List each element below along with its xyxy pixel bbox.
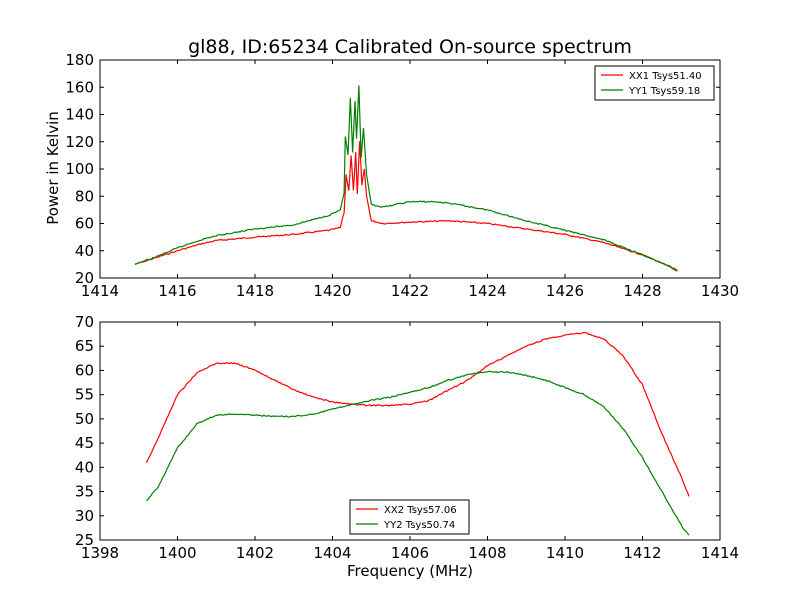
top-y-tick-label: 40 — [75, 242, 94, 260]
top-x-tick-label: 1426 — [546, 282, 584, 300]
top-panel: Power in Kelvin 1414 1416 1418 1420 1422 1424… — [44, 51, 739, 300]
bottom-legend-label: XX2 Tsys57.06 — [384, 505, 457, 516]
top-legend — [594, 65, 715, 101]
bottom-y-tick-label: 65 — [75, 337, 94, 355]
bottom-x-tick-label: 1408 — [468, 544, 506, 562]
bottom-x-tick-label: 1400 — [158, 544, 196, 562]
bottom-legend-label: YY2 Tsys50.74 — [383, 520, 455, 531]
top-y-tick-label: 120 — [65, 133, 94, 151]
top-x-tick-label: 1428 — [623, 282, 661, 300]
bottom-x-tick-label: 1402 — [236, 544, 274, 562]
top-y-tick-label: 180 — [65, 51, 94, 69]
bottom-x-tick-label: 1404 — [313, 544, 351, 562]
top-x-tick-label: 1424 — [468, 282, 506, 300]
bottom-y-tick-label: 35 — [75, 483, 94, 501]
top-x-tick-label: 1422 — [391, 282, 429, 300]
top-x-tick-label: 1414 — [81, 282, 119, 300]
bottom-legend — [349, 499, 470, 535]
top-legend-label: XX1 Tsys51.40 — [629, 71, 702, 82]
top-x-tick-label: 1420 — [313, 282, 351, 300]
bottom-y-tick-label: 25 — [75, 531, 94, 549]
bottom-x-tick-label: 1414 — [701, 544, 739, 562]
bottom-series-line-1 — [145, 332, 690, 497]
bottom-y-tick-label: 45 — [75, 434, 94, 452]
bottom-x-tick-label: 1398 — [81, 544, 119, 562]
bottom-x-tick-label: 1412 — [623, 544, 661, 562]
top-y-tick-label: 20 — [75, 269, 94, 287]
bottom-panel-xlabel: Frequency (MHz) — [347, 562, 473, 580]
top-x-tick-label: 1418 — [236, 282, 274, 300]
bottom-x-tick-label: 1410 — [546, 544, 584, 562]
top-y-tick-label: 100 — [65, 160, 94, 178]
bottom-panel: Frequency (MHz) 1398 1400 1402 1404 1406 1408… — [75, 313, 739, 580]
bottom-y-tick-label: 60 — [75, 361, 94, 379]
top-legend-label: YY1 Tsys59.18 — [628, 86, 700, 97]
top-y-tick-label: 80 — [75, 187, 94, 205]
top-panel-ylabel: Power in Kelvin — [44, 111, 62, 225]
bottom-series-line-2 — [146, 370, 690, 536]
top-x-tick-label: 1430 — [701, 282, 739, 300]
bottom-y-tick-label: 40 — [75, 458, 94, 476]
top-series-line-2 — [134, 85, 678, 271]
chart-title: gl88, ID:65234 Calibrated On-source spec… — [188, 36, 632, 58]
top-x-tick-label: 1416 — [158, 282, 196, 300]
top-y-tick-label: 140 — [65, 106, 94, 124]
bottom-y-tick-label: 70 — [75, 313, 94, 331]
top-series-line-1 — [134, 141, 678, 272]
bottom-y-tick-label: 55 — [75, 386, 94, 404]
bottom-x-tick-label: 1406 — [391, 544, 429, 562]
bottom-y-tick-label: 30 — [75, 507, 94, 525]
top-y-tick-label: 60 — [75, 215, 94, 233]
bottom-y-tick-label: 50 — [75, 410, 94, 428]
top-y-tick-label: 160 — [65, 78, 94, 96]
